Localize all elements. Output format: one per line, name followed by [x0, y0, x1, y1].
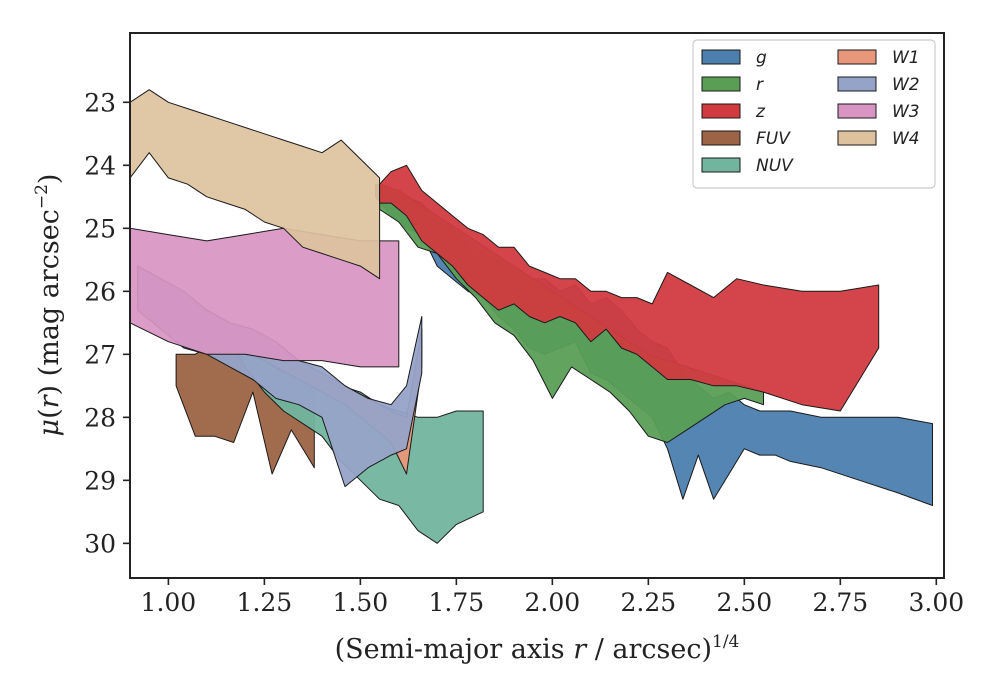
legend-swatch-w4 — [837, 130, 877, 146]
y-axis-label: μ(r) (mag arcsec−2) — [32, 174, 65, 437]
series-layer — [130, 89, 933, 544]
y-tick-label: 30 — [84, 529, 116, 558]
legend: grz FUV NUV W1 W2 W3 W4 — [692, 39, 936, 189]
legend-swatch-w3 — [837, 103, 877, 119]
legend-label-w3: W3 — [892, 102, 920, 122]
series-band-w4 — [130, 89, 381, 280]
x-tick-label: 3.00 — [908, 588, 964, 617]
y-tick-label: 24 — [84, 151, 116, 180]
x-tick-label: 1.50 — [333, 588, 389, 617]
y-tick-label: 27 — [84, 340, 116, 369]
x-tick-label: 2.75 — [812, 588, 868, 617]
x-tick-label: 1.75 — [429, 588, 485, 617]
x-axis-label: (Semi-major axis r / arcsec)1/4 — [335, 632, 740, 665]
legend-label-w4: W4 — [892, 129, 920, 149]
legend-swatch-fuv — [701, 130, 741, 146]
tick-layer: 1.00 1.25 1.50 1.75 2.00 2.25 2.50 2.75 3.00 23 24… — [84, 88, 964, 617]
y-tick-label: 23 — [84, 88, 116, 117]
x-tick-label: 2.00 — [525, 588, 581, 617]
legend-label-w1: W1 — [892, 48, 920, 68]
legend-swatch-w2 — [837, 76, 877, 92]
plot-frame — [129, 32, 945, 579]
x-tick-label: 1.25 — [237, 588, 293, 617]
legend-label-nuv: NUV — [756, 156, 794, 176]
legend-swatch-g — [701, 49, 741, 65]
legend-label-z: z — [755, 102, 766, 122]
legend-swatch-z — [701, 103, 741, 119]
x-tick-label: 2.50 — [717, 588, 773, 617]
x-tick-label: 1.00 — [141, 588, 197, 617]
legend-label-r: r — [756, 75, 764, 95]
y-tick-label: 29 — [84, 466, 116, 495]
legend-swatch-nuv — [701, 157, 741, 173]
y-tick-label: 25 — [84, 214, 116, 243]
x-tick-label: 2.25 — [621, 588, 677, 617]
series-band-w3 — [130, 227, 400, 368]
legend-label-fuv: FUV — [756, 129, 791, 149]
legend-swatch-r — [701, 76, 741, 92]
series-band-z — [379, 164, 880, 412]
y-tick-label: 26 — [84, 277, 116, 306]
legend-swatch-w1 — [837, 49, 877, 65]
legend-label-g: g — [756, 48, 767, 68]
y-tick-label: 28 — [84, 403, 116, 432]
legend-label-w2: W2 — [892, 75, 920, 95]
